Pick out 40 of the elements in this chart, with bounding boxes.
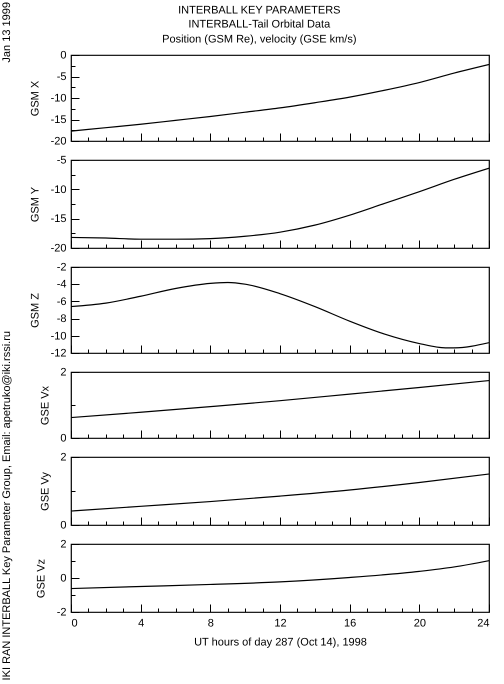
chart-title: INTERBALL KEY PARAMETERS bbox=[178, 4, 341, 16]
y-tick-label: 2 bbox=[60, 452, 66, 464]
y-tick-label: -2 bbox=[56, 606, 66, 618]
y-axis-title: GSM Z bbox=[30, 292, 42, 328]
x-tick-label: 20 bbox=[414, 618, 426, 630]
y-axis-title: GSE Vz bbox=[36, 558, 48, 598]
y-tick-label: -10 bbox=[50, 92, 66, 104]
x-tick-label: 0 bbox=[72, 618, 78, 630]
y-axis-title: GSE Vy bbox=[39, 472, 52, 511]
chart-subtitle: INTERBALL-Tail Orbital Data Position (GSM Re), velocity (GSE km/s) bbox=[162, 18, 356, 46]
y-tick-label: 0 bbox=[60, 572, 66, 584]
y-tick-label: 0 bbox=[60, 50, 66, 62]
y-tick-label: -15 bbox=[50, 213, 66, 226]
y-tick-label: 2 bbox=[60, 538, 66, 550]
y-tick-label: 0 bbox=[60, 520, 66, 532]
x-tick-label: 8 bbox=[208, 618, 214, 630]
y-tick-label: -4 bbox=[56, 278, 66, 291]
y-tick-label: -15 bbox=[50, 114, 66, 126]
y-tick-label: -20 bbox=[50, 242, 66, 254]
text: Jan 13 1999 bbox=[1, 2, 13, 63]
y-tick-label: -5 bbox=[56, 154, 66, 166]
y-axis-title: GSM X bbox=[30, 80, 42, 116]
y-axis-title: GSE Vx bbox=[39, 385, 52, 426]
y-tick-label: 0 bbox=[60, 432, 66, 444]
y-tick-label: -5 bbox=[56, 71, 66, 83]
y-tick-label: -12 bbox=[50, 348, 66, 360]
x-tick-label: 12 bbox=[274, 618, 287, 630]
x-tick-label: 4 bbox=[138, 618, 144, 630]
x-tick-label: 24 bbox=[477, 618, 490, 630]
y-axis-title: GSM Y bbox=[30, 186, 42, 222]
y-tick-label: -8 bbox=[56, 313, 66, 326]
x-axis-title: UT hours of day 287 (Oct 14), 1998 bbox=[194, 636, 367, 648]
text: IKI RAN INTERBALL Key Parameter Group, Email: apetruko@iki.rssi.ru bbox=[1, 330, 13, 680]
y-tick-label: -6 bbox=[56, 296, 66, 308]
y-tick-label: -10 bbox=[50, 330, 66, 342]
x-tick-label: 16 bbox=[344, 618, 356, 630]
y-tick-label: -10 bbox=[50, 184, 66, 196]
y-tick-label: 2 bbox=[60, 366, 66, 378]
y-tick-label: -2 bbox=[56, 262, 66, 274]
y-tick-label: -20 bbox=[50, 136, 66, 148]
